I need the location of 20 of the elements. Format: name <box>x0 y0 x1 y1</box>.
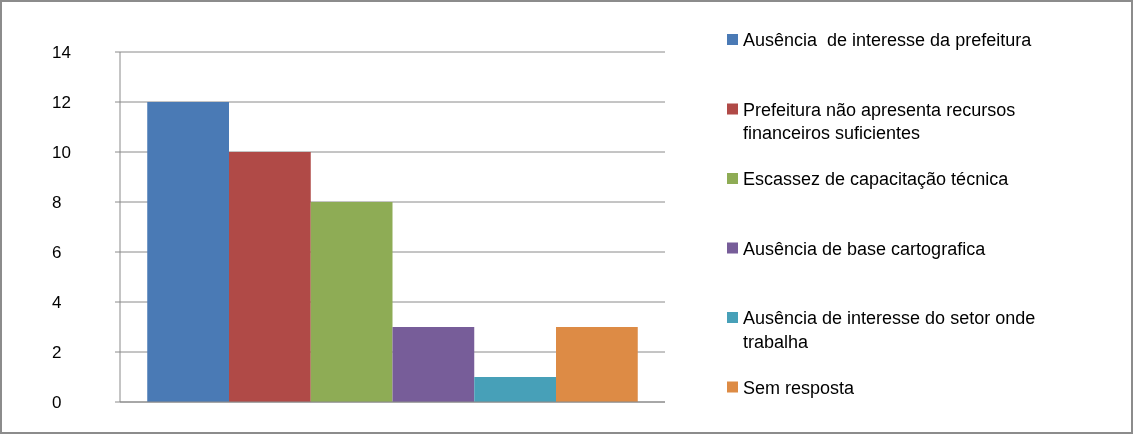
y-tick-label: 6 <box>52 242 62 262</box>
legend-label: Sem resposta <box>743 377 856 398</box>
legend-label: Prefeitura não apresenta recursos financeiros suficientes <box>743 99 1016 144</box>
y-tick-label: 10 <box>52 142 71 162</box>
legend-label: Ausência de base cartografica <box>743 238 987 259</box>
bar <box>556 327 638 402</box>
y-tick-label: 2 <box>52 342 62 362</box>
y-tick-label: 8 <box>52 192 62 212</box>
bar <box>147 102 229 402</box>
bar <box>392 327 475 402</box>
legend-label: Escassez de capacitação técnica <box>743 169 1010 190</box>
y-tick-label: 14 <box>52 42 71 62</box>
bar <box>310 202 393 402</box>
legend-label: Ausência de interesse da prefeitura <box>743 30 1033 51</box>
y-tick-label: 0 <box>52 392 62 412</box>
legend-label: Ausência de interesse do setor onde trabalha <box>743 308 1036 352</box>
bar <box>229 152 311 402</box>
y-tick-label: 12 <box>52 92 71 112</box>
bar <box>474 377 556 402</box>
y-tick-label: 4 <box>52 292 62 312</box>
